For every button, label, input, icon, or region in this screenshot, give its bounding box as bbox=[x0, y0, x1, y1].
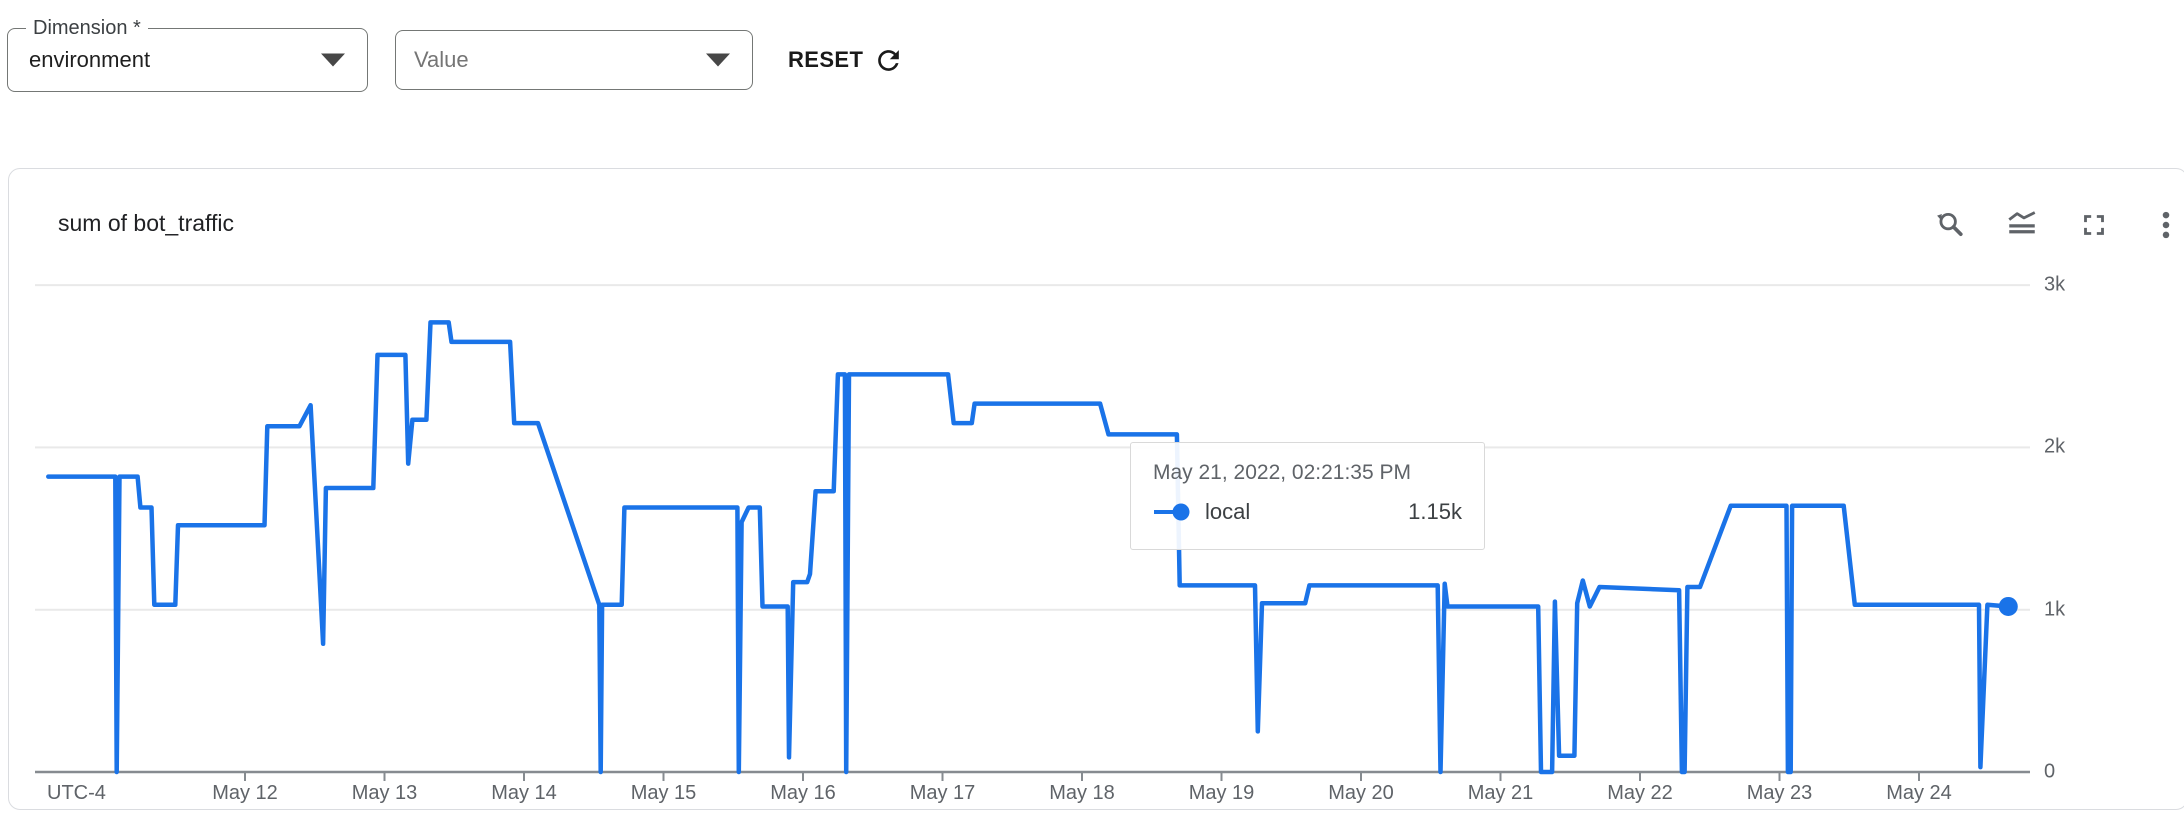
tooltip-series-name: local bbox=[1205, 499, 1251, 524]
reset-button-label: RESET bbox=[788, 47, 864, 72]
more-options-icon bbox=[2162, 211, 2170, 239]
value-filter-select[interactable]: Value bbox=[395, 30, 753, 90]
chevron-down-icon bbox=[321, 53, 345, 67]
zoom-reset-button[interactable] bbox=[1931, 206, 1969, 244]
dimension-select-label: Dimension * bbox=[26, 17, 148, 40]
value-filter-placeholder: Value bbox=[414, 47, 469, 72]
x-axis-tick-label: May 15 bbox=[630, 782, 697, 804]
tooltip-timestamp: May 21, 2022, 02:21:35 PM bbox=[1153, 461, 1411, 484]
chart-card: sum of bot_traffic bbox=[8, 168, 2184, 810]
x-axis-tick-label: May 23 bbox=[1746, 782, 1813, 804]
x-axis-tick-label: May 19 bbox=[1188, 782, 1255, 804]
x-axis-tick-label: May 22 bbox=[1607, 782, 1673, 804]
y-axis-tick-label: 2k bbox=[2044, 435, 2066, 458]
y-axis-tick-label: 3k bbox=[2044, 273, 2066, 296]
y-axis-tick-label: 1k bbox=[2044, 598, 2066, 621]
chevron-down-icon bbox=[706, 53, 730, 67]
fullscreen-icon bbox=[2084, 215, 2104, 235]
dimension-select-value: environment bbox=[29, 47, 151, 72]
x-axis-tick-label: May 14 bbox=[491, 782, 557, 804]
chart-title: sum of bot_traffic bbox=[58, 210, 234, 236]
x-axis-tick-label: May 12 bbox=[212, 782, 278, 804]
chart-tooltip: May 21, 2022, 02:21:35 PM local 1.15k bbox=[1130, 442, 1485, 550]
fullscreen-button[interactable] bbox=[2075, 206, 2113, 244]
more-options-button[interactable] bbox=[2147, 206, 2184, 244]
x-axis-tick-label: May 21 bbox=[1467, 782, 1534, 804]
tooltip-series-row: local 1.15k bbox=[1153, 499, 1464, 525]
refresh-icon bbox=[878, 49, 900, 71]
legend-toggle-icon bbox=[2008, 211, 2036, 234]
dimension-select[interactable]: Dimension * environment bbox=[7, 17, 368, 92]
x-axis-tick-label: May 17 bbox=[909, 782, 976, 804]
x-axis-tick-label: May 24 bbox=[1886, 782, 1952, 804]
timezone-label: UTC-4 bbox=[47, 782, 106, 804]
x-axis-tick-label: May 20 bbox=[1328, 782, 1394, 804]
series-marker-icon bbox=[1154, 503, 1190, 521]
y-axis-tick-label: 0 bbox=[2044, 760, 2056, 783]
x-axis-tick-label: May 18 bbox=[1049, 782, 1115, 804]
x-axis-tick-label: May 16 bbox=[770, 782, 836, 804]
reset-button[interactable]: RESET bbox=[788, 38, 904, 82]
x-axis-tick-label: May 13 bbox=[351, 782, 418, 804]
zoom-reset-icon bbox=[1937, 212, 1963, 237]
tooltip-series-value: 1.15k bbox=[1408, 499, 1462, 524]
legend-toggle-button[interactable] bbox=[2003, 206, 2041, 244]
